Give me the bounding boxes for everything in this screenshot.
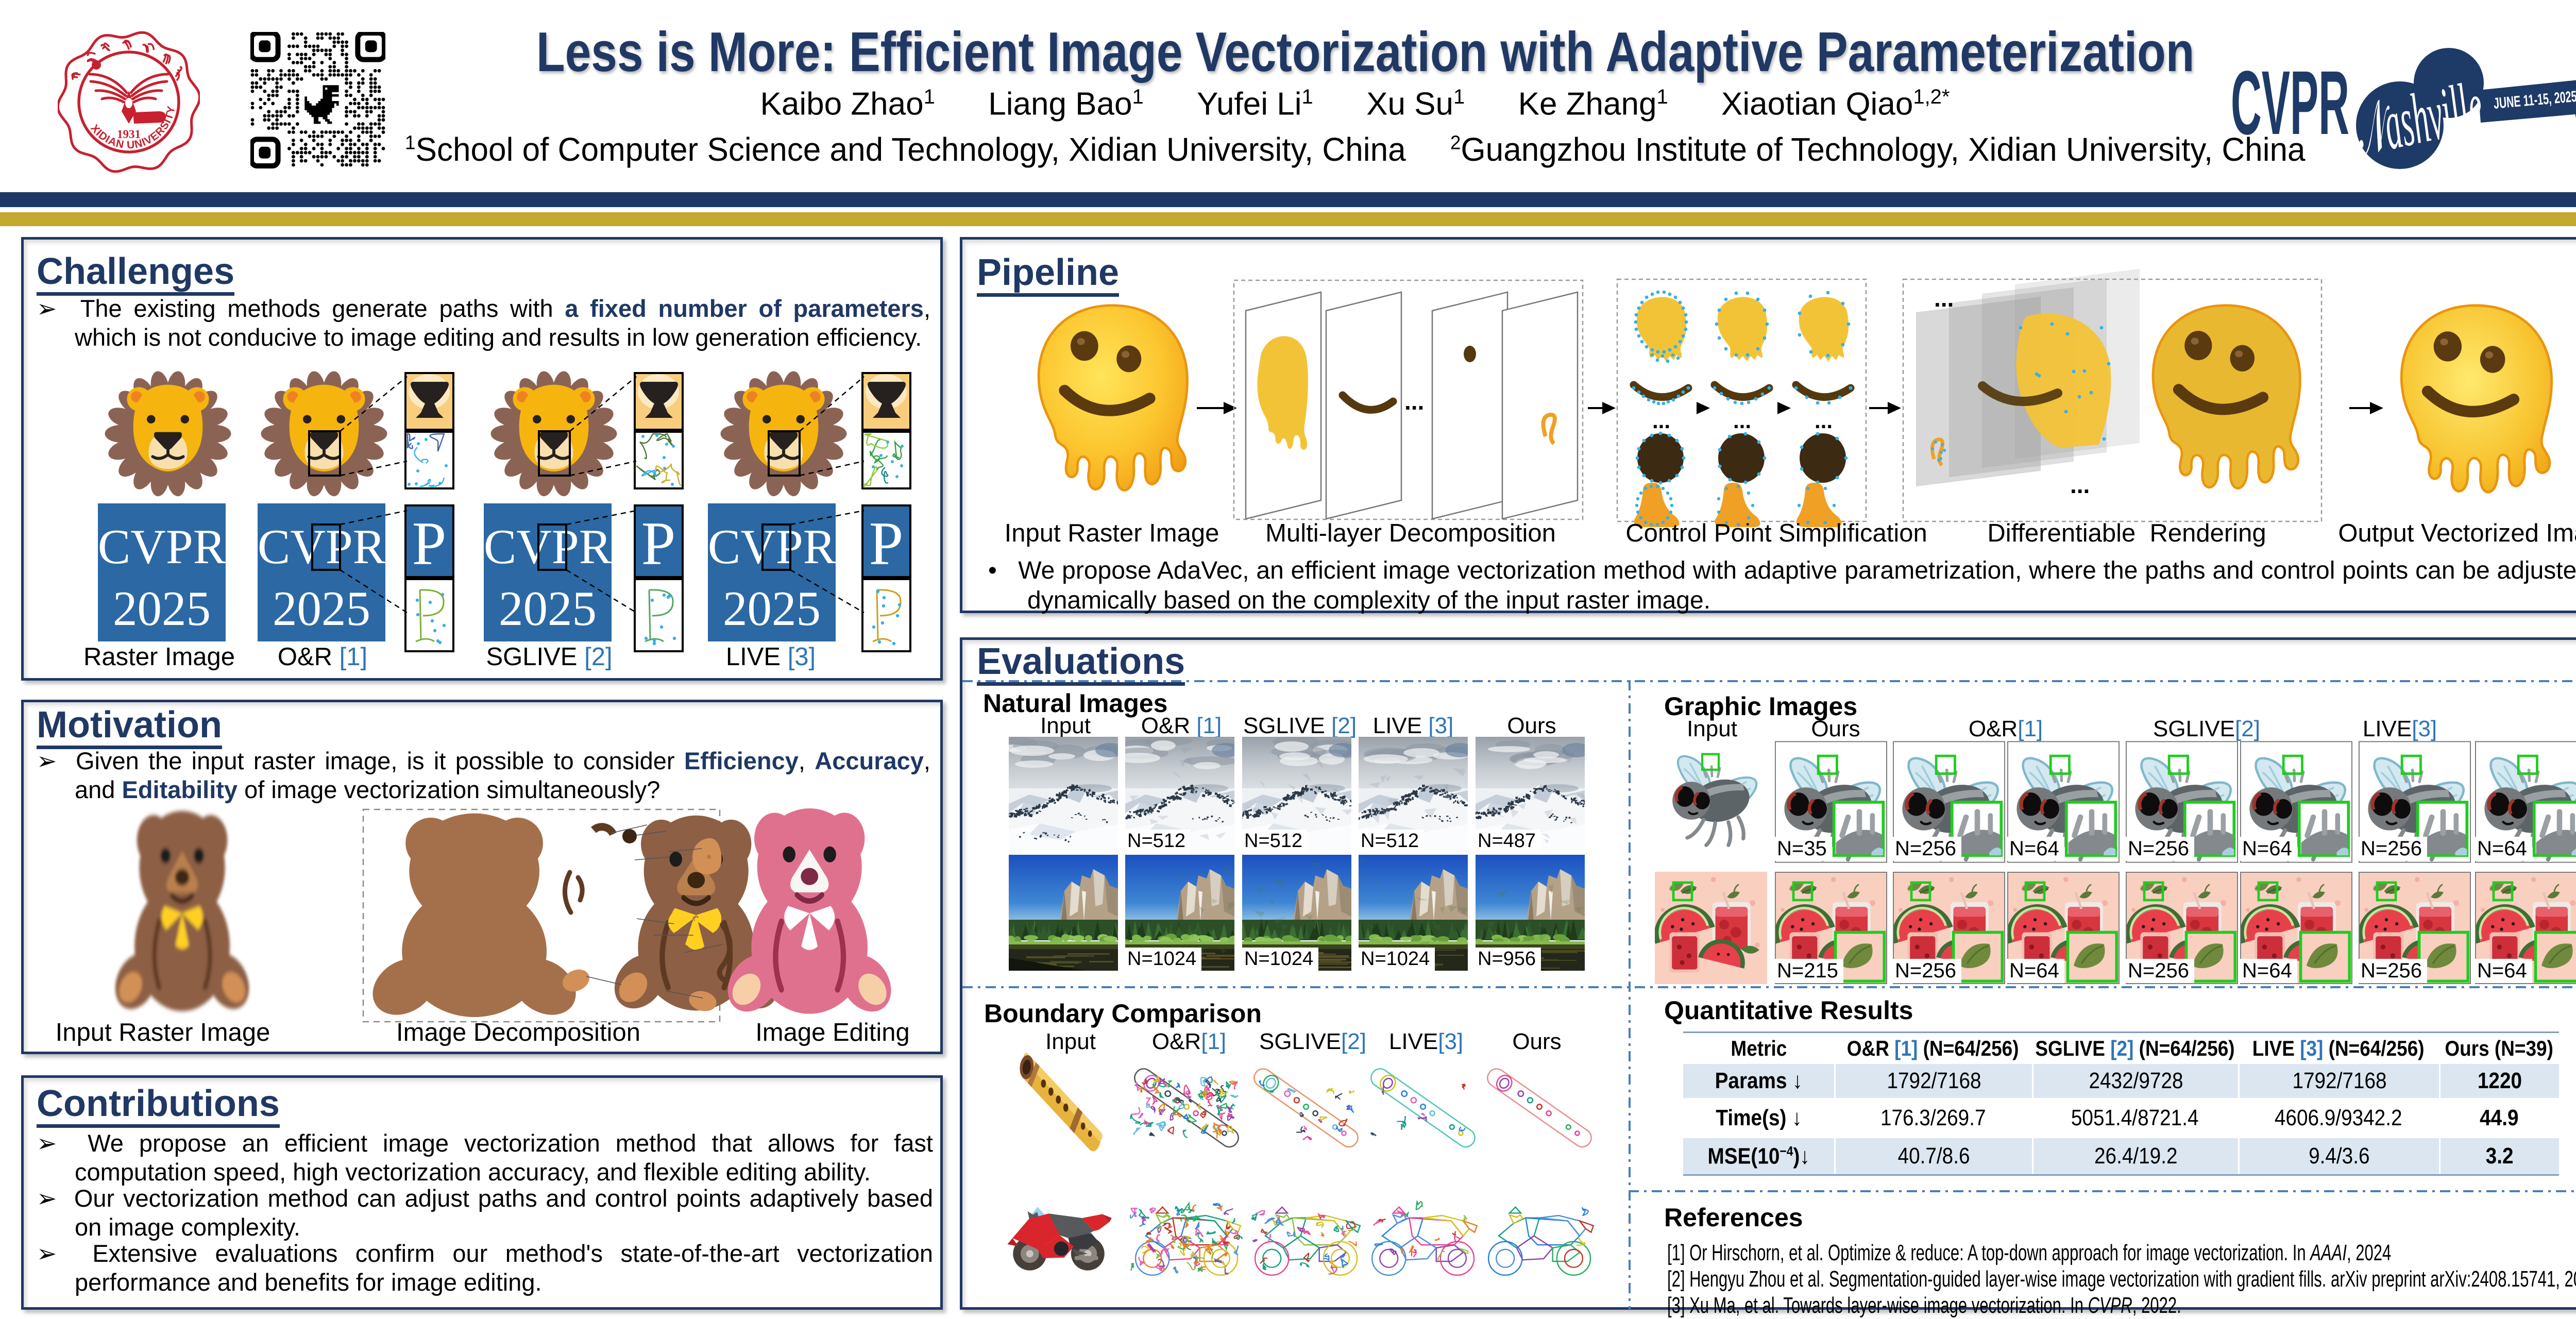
- svg-text:CVPR: CVPR: [484, 519, 612, 574]
- svg-text:CVPR: CVPR: [98, 519, 226, 574]
- svg-text:...: ...: [1652, 409, 1670, 433]
- svg-text:...: ...: [1815, 409, 1833, 433]
- svg-text:...: ...: [1404, 388, 1424, 415]
- svg-text:2025: 2025: [499, 581, 597, 636]
- svg-text:𝒩ashville: 𝒩ashville: [2346, 66, 2490, 171]
- svg-text:...: ...: [2070, 471, 2090, 498]
- svg-text:...: ...: [1733, 409, 1751, 433]
- svg-text:2025: 2025: [723, 581, 821, 636]
- svg-text:CVPR: CVPR: [258, 519, 386, 574]
- svg-text:CVPR: CVPR: [708, 519, 836, 574]
- svg-text:1931: 1931: [117, 128, 141, 141]
- svg-text:P: P: [641, 509, 676, 578]
- svg-text:P: P: [412, 509, 447, 578]
- svg-text:CVPR: CVPR: [2231, 53, 2349, 154]
- svg-text:2025: 2025: [113, 581, 211, 636]
- svg-text:P: P: [869, 509, 904, 578]
- svg-text:2025: 2025: [273, 581, 370, 636]
- svg-text:...: ...: [1934, 285, 1954, 312]
